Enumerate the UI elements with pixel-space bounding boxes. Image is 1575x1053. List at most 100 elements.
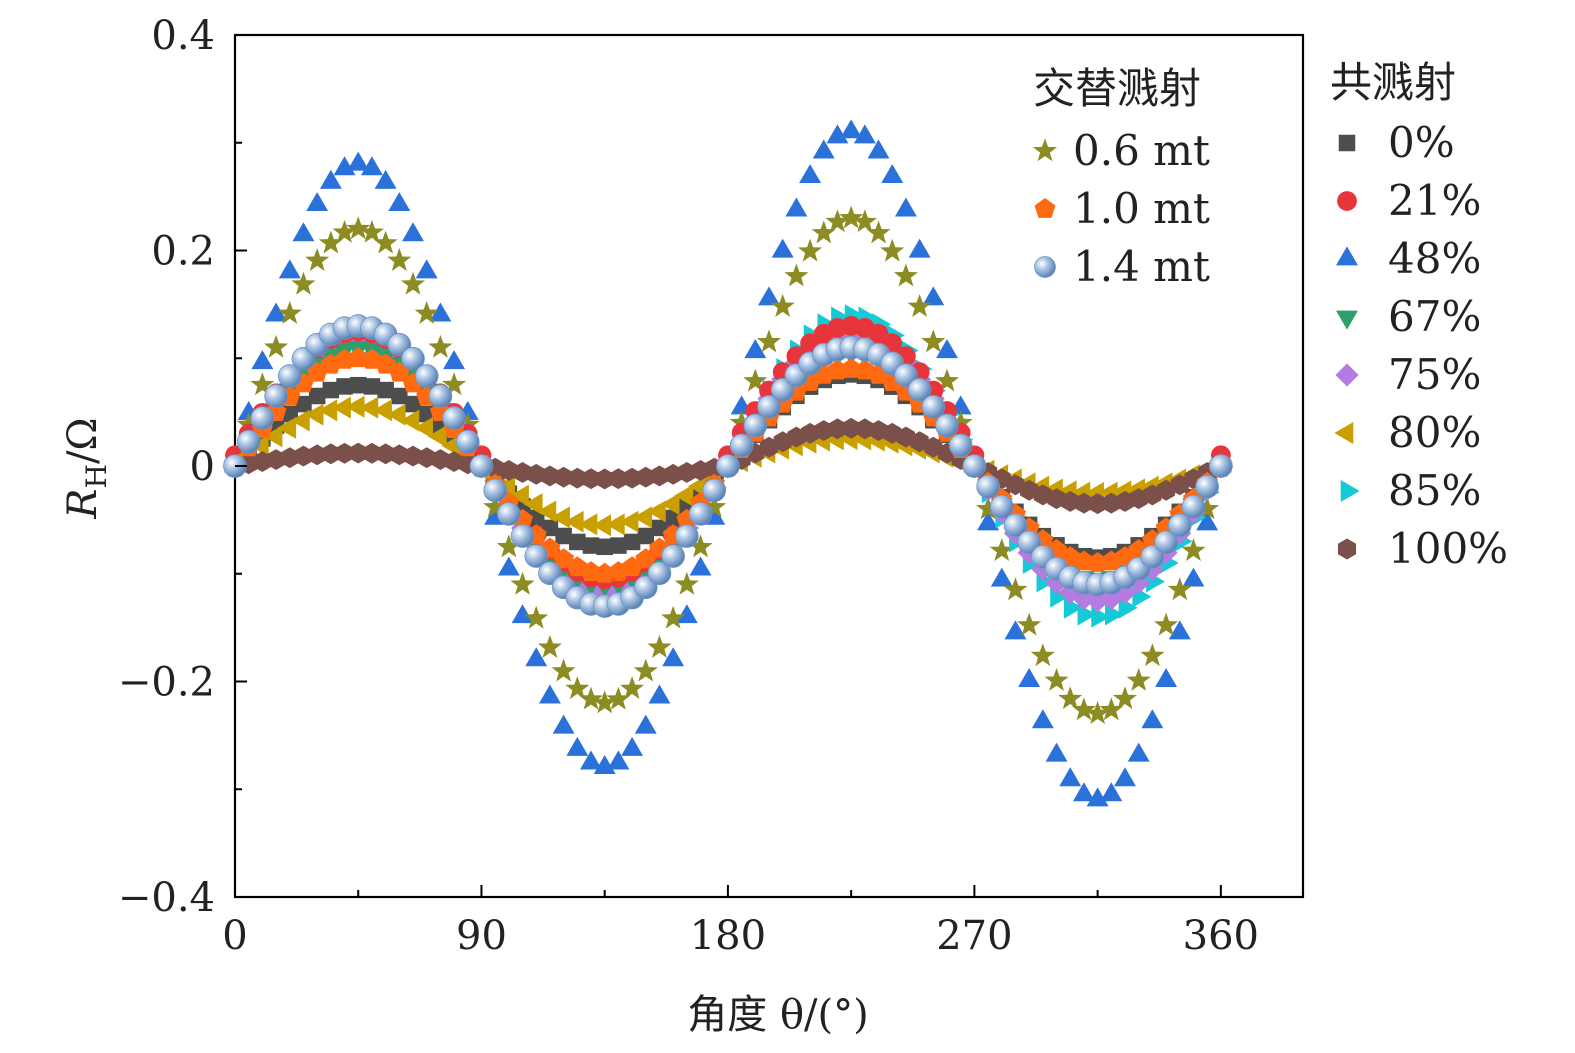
data-point xyxy=(1127,742,1150,762)
data-point xyxy=(592,514,612,537)
data-point xyxy=(1141,709,1164,729)
data-point xyxy=(908,238,931,258)
data-point xyxy=(428,334,453,358)
data-point xyxy=(1091,605,1111,628)
data-point xyxy=(633,506,653,529)
data-point xyxy=(1140,557,1164,581)
data-point xyxy=(1126,667,1151,691)
data-point xyxy=(265,302,288,322)
legend-marker xyxy=(1336,310,1358,330)
data-point xyxy=(1127,571,1151,595)
data-point xyxy=(869,420,888,442)
data-point xyxy=(839,205,864,229)
data-point xyxy=(924,436,943,458)
data-point xyxy=(662,647,685,667)
data-point xyxy=(414,300,439,324)
data-point xyxy=(610,537,627,554)
data-point xyxy=(1018,668,1041,688)
data-point xyxy=(1195,496,1220,520)
legend-title: 共溅射 xyxy=(1330,58,1456,107)
data-point xyxy=(499,459,518,481)
data-point xyxy=(537,634,562,658)
data-point xyxy=(427,425,447,448)
data-point xyxy=(1072,782,1095,802)
data-point xyxy=(250,372,275,396)
data-point xyxy=(359,219,384,243)
data-point xyxy=(592,690,617,714)
data-point xyxy=(689,556,712,576)
data-point xyxy=(661,544,685,568)
data-point xyxy=(305,248,330,271)
data-point xyxy=(977,511,1000,531)
data-point xyxy=(236,412,261,436)
data-point xyxy=(770,378,795,402)
y-tick-label: 0.4 xyxy=(151,13,215,59)
data-point xyxy=(497,502,521,526)
data-point xyxy=(442,406,466,430)
legend-marker xyxy=(1335,363,1359,387)
data-point xyxy=(1112,686,1138,710)
data-point xyxy=(431,449,450,470)
data-point xyxy=(759,436,779,458)
series-1-4-mt xyxy=(223,314,1233,618)
data-point xyxy=(345,395,365,418)
data-point xyxy=(264,384,288,408)
data-point xyxy=(595,468,614,490)
data-point xyxy=(1072,587,1096,611)
y-axis-title: RH/Ω xyxy=(60,417,113,519)
data-point xyxy=(306,192,329,212)
data-point xyxy=(799,164,822,184)
data-point xyxy=(1140,544,1165,569)
data-point xyxy=(1099,697,1124,721)
data-point xyxy=(1077,603,1097,626)
data-point xyxy=(691,459,710,481)
data-point xyxy=(1004,620,1027,640)
data-point xyxy=(267,449,286,470)
data-point xyxy=(894,363,918,388)
data-point xyxy=(308,444,327,466)
data-point xyxy=(784,263,809,287)
data-point xyxy=(853,124,876,144)
data-point xyxy=(554,466,573,488)
data-point xyxy=(372,399,392,422)
y-tick-label: −0.4 xyxy=(118,875,215,921)
legend-label: 0.6 mt xyxy=(1073,126,1210,175)
data-point xyxy=(1061,490,1080,512)
data-point xyxy=(677,462,696,483)
data-point xyxy=(825,209,850,233)
data-point xyxy=(278,259,301,279)
data-point xyxy=(1088,493,1107,515)
data-point xyxy=(390,444,409,466)
data-point xyxy=(280,447,299,469)
data-point xyxy=(537,500,557,523)
data-point xyxy=(524,605,549,629)
data-point xyxy=(1182,567,1205,587)
data-point xyxy=(414,364,439,388)
data-point xyxy=(1102,492,1121,514)
data-point xyxy=(801,422,820,444)
data-point xyxy=(1031,557,1055,581)
data-point xyxy=(1030,643,1055,667)
data-point xyxy=(1074,492,1093,514)
data-point xyxy=(936,339,958,359)
data-point xyxy=(292,222,315,242)
data-point xyxy=(989,494,1014,519)
data-point xyxy=(688,502,713,526)
data-point xyxy=(1155,668,1178,688)
data-point xyxy=(675,604,698,624)
data-point xyxy=(236,429,261,454)
data-point xyxy=(429,302,452,322)
data-point xyxy=(386,403,406,426)
data-point xyxy=(1157,479,1176,501)
data-point xyxy=(569,533,586,551)
data-point xyxy=(511,604,534,624)
data-point xyxy=(497,556,520,576)
data-point xyxy=(798,238,823,262)
data-point xyxy=(1071,697,1096,721)
data-point xyxy=(962,454,987,478)
data-point xyxy=(363,378,381,395)
data-point xyxy=(814,420,833,442)
data-point xyxy=(1167,513,1192,538)
data-point xyxy=(253,451,272,473)
data-point xyxy=(1143,484,1162,506)
